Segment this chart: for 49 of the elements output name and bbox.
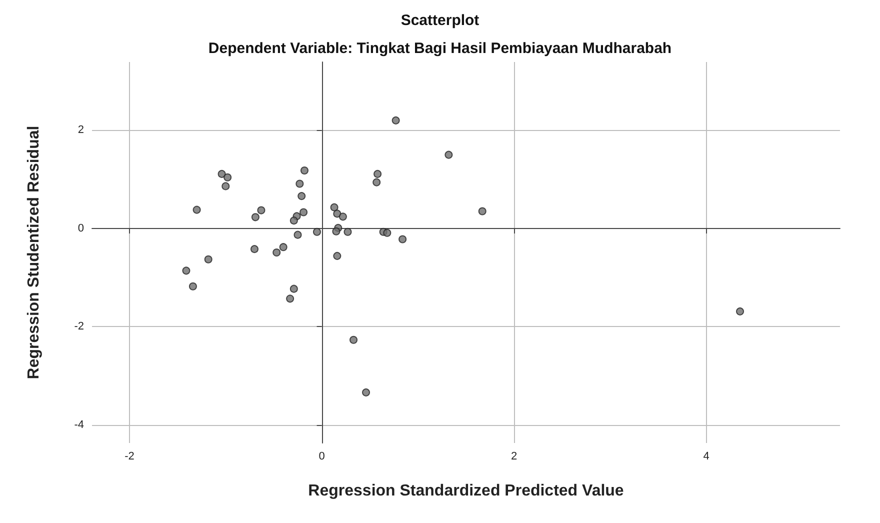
point [344,228,352,236]
point [218,170,226,178]
point [478,207,486,216]
point [279,243,288,252]
x-tick-label: 2 [511,450,518,462]
point [392,116,400,124]
point [290,216,298,225]
point [444,150,453,159]
point [296,180,304,188]
point [272,248,281,256]
point [383,228,392,237]
x-tick-label: 0 [318,450,325,462]
y-tick-label: 0 [78,222,84,234]
point [362,388,370,396]
point [204,255,212,264]
point [330,203,338,212]
point [736,307,744,316]
point [222,182,230,190]
chart-title: Scatterplot [400,12,480,29]
point [300,208,308,216]
x-tick-label: -2 [124,450,134,462]
x-tick-label: 4 [703,450,710,462]
point [350,336,358,344]
point [286,294,294,303]
point [257,206,266,214]
point [374,170,382,178]
point [188,282,197,290]
point [294,230,302,239]
point [192,206,201,214]
y-axis-title: Regression Studentized Residual [26,126,42,380]
x-axis-title: Regression Standardized Predicted Value [308,482,624,500]
point [372,178,381,186]
point [300,166,308,175]
point [333,210,342,218]
point [398,235,407,244]
point [224,173,232,182]
point [251,213,260,222]
point [312,228,321,236]
y-tick-label: 2 [78,124,84,136]
point [298,192,306,200]
point [338,212,347,221]
point [250,245,258,254]
y-tick-label: -4 [74,418,84,431]
y-tick-label: -2 [74,320,84,333]
point [333,252,342,260]
chart-subtitle: Dependent Variable: Tingkat Bagi Hasil Pembiayaan Mudharabah [208,40,672,57]
point [290,284,298,293]
point [182,266,190,275]
point [332,227,340,236]
